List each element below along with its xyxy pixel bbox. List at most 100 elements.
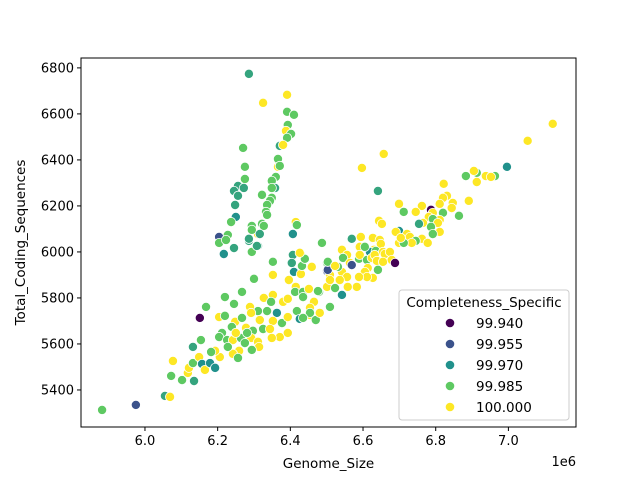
data-point — [274, 160, 285, 171]
data-point — [427, 228, 438, 239]
data-point — [222, 341, 233, 352]
data-point — [242, 327, 253, 338]
data-point — [233, 352, 244, 363]
data-point — [226, 217, 237, 228]
x-axis: 6.0 6.2 6.4 6.6 6.8 7.0 — [135, 427, 519, 449]
data-point — [298, 292, 309, 303]
data-point — [460, 171, 471, 182]
data-point — [286, 257, 297, 268]
data-point — [501, 161, 512, 172]
data-point — [201, 301, 212, 312]
data-point — [254, 315, 265, 326]
data-point — [413, 218, 424, 229]
data-point — [189, 375, 200, 386]
y-tick-label: 5800 — [41, 291, 74, 306]
legend-label: 100.000 — [476, 400, 532, 416]
data-point — [237, 312, 248, 323]
data-point — [303, 283, 314, 294]
data-point — [233, 190, 244, 201]
y-tick-label: 5600 — [41, 337, 74, 352]
data-point — [219, 292, 230, 303]
scatter-points — [97, 68, 558, 415]
legend-label: 99.940 — [476, 316, 523, 332]
data-point — [422, 237, 433, 248]
y-tick-label: 6800 — [41, 61, 74, 76]
data-point — [266, 296, 277, 307]
data-point — [248, 273, 259, 284]
data-point — [355, 231, 366, 242]
data-point — [167, 355, 178, 366]
legend-label: 99.955 — [476, 337, 523, 353]
data-point — [276, 318, 287, 329]
data-point — [246, 224, 257, 235]
data-point — [258, 97, 269, 108]
x-axis-offset-label: 1e6 — [551, 455, 576, 470]
y-axis-label: Total_Coding_Sequences — [13, 160, 29, 327]
data-point — [471, 176, 482, 187]
data-point — [395, 232, 406, 243]
data-point — [468, 165, 479, 176]
data-point — [267, 256, 278, 267]
legend-marker — [445, 318, 455, 328]
data-point — [376, 218, 387, 229]
data-point — [416, 200, 427, 211]
data-point — [230, 200, 241, 211]
data-point — [282, 293, 293, 304]
data-point — [271, 307, 282, 318]
data-point — [187, 341, 198, 352]
data-point — [177, 375, 188, 386]
data-point — [434, 198, 445, 209]
x-tick-label: 6.4 — [280, 434, 301, 449]
x-tick-label: 6.6 — [353, 434, 374, 449]
data-point — [239, 338, 250, 349]
x-tick-label: 7.0 — [498, 434, 519, 449]
data-point — [130, 399, 141, 410]
data-point — [218, 249, 229, 260]
data-point — [394, 198, 405, 209]
data-point — [97, 404, 108, 415]
data-point — [195, 335, 206, 346]
data-point — [278, 139, 289, 150]
data-point — [342, 281, 353, 292]
data-point — [438, 178, 449, 189]
y-tick-label: 6600 — [41, 107, 74, 122]
data-point — [378, 148, 389, 159]
data-point — [334, 274, 345, 285]
data-point — [398, 206, 409, 217]
data-point — [314, 307, 325, 318]
legend-marker — [445, 339, 455, 349]
data-point — [238, 142, 249, 153]
data-point — [298, 312, 309, 323]
data-point — [384, 246, 395, 257]
data-point — [446, 202, 457, 213]
data-point — [291, 220, 302, 231]
data-point — [194, 312, 205, 323]
data-point — [210, 362, 221, 373]
x-tick-label: 6.0 — [135, 434, 156, 449]
data-point — [316, 237, 327, 248]
data-point — [453, 210, 464, 221]
data-point — [243, 68, 254, 79]
data-point — [312, 286, 323, 297]
data-point — [346, 233, 357, 244]
data-point — [410, 206, 421, 217]
data-point — [288, 109, 299, 120]
data-point — [230, 327, 241, 338]
data-point — [547, 118, 558, 129]
data-point — [246, 344, 257, 355]
data-point — [251, 240, 262, 251]
y-tick-label: 6200 — [41, 199, 74, 214]
data-point — [390, 257, 401, 268]
data-point — [221, 234, 232, 245]
y-tick-label: 6400 — [41, 153, 74, 168]
data-point — [283, 274, 294, 285]
data-point — [304, 307, 315, 318]
data-point — [258, 220, 269, 231]
y-tick-label: 5400 — [41, 383, 74, 398]
data-point — [246, 307, 257, 318]
legend-marker — [445, 360, 455, 370]
data-point — [243, 233, 254, 244]
x-tick-label: 6.8 — [425, 434, 446, 449]
data-point — [262, 209, 273, 220]
